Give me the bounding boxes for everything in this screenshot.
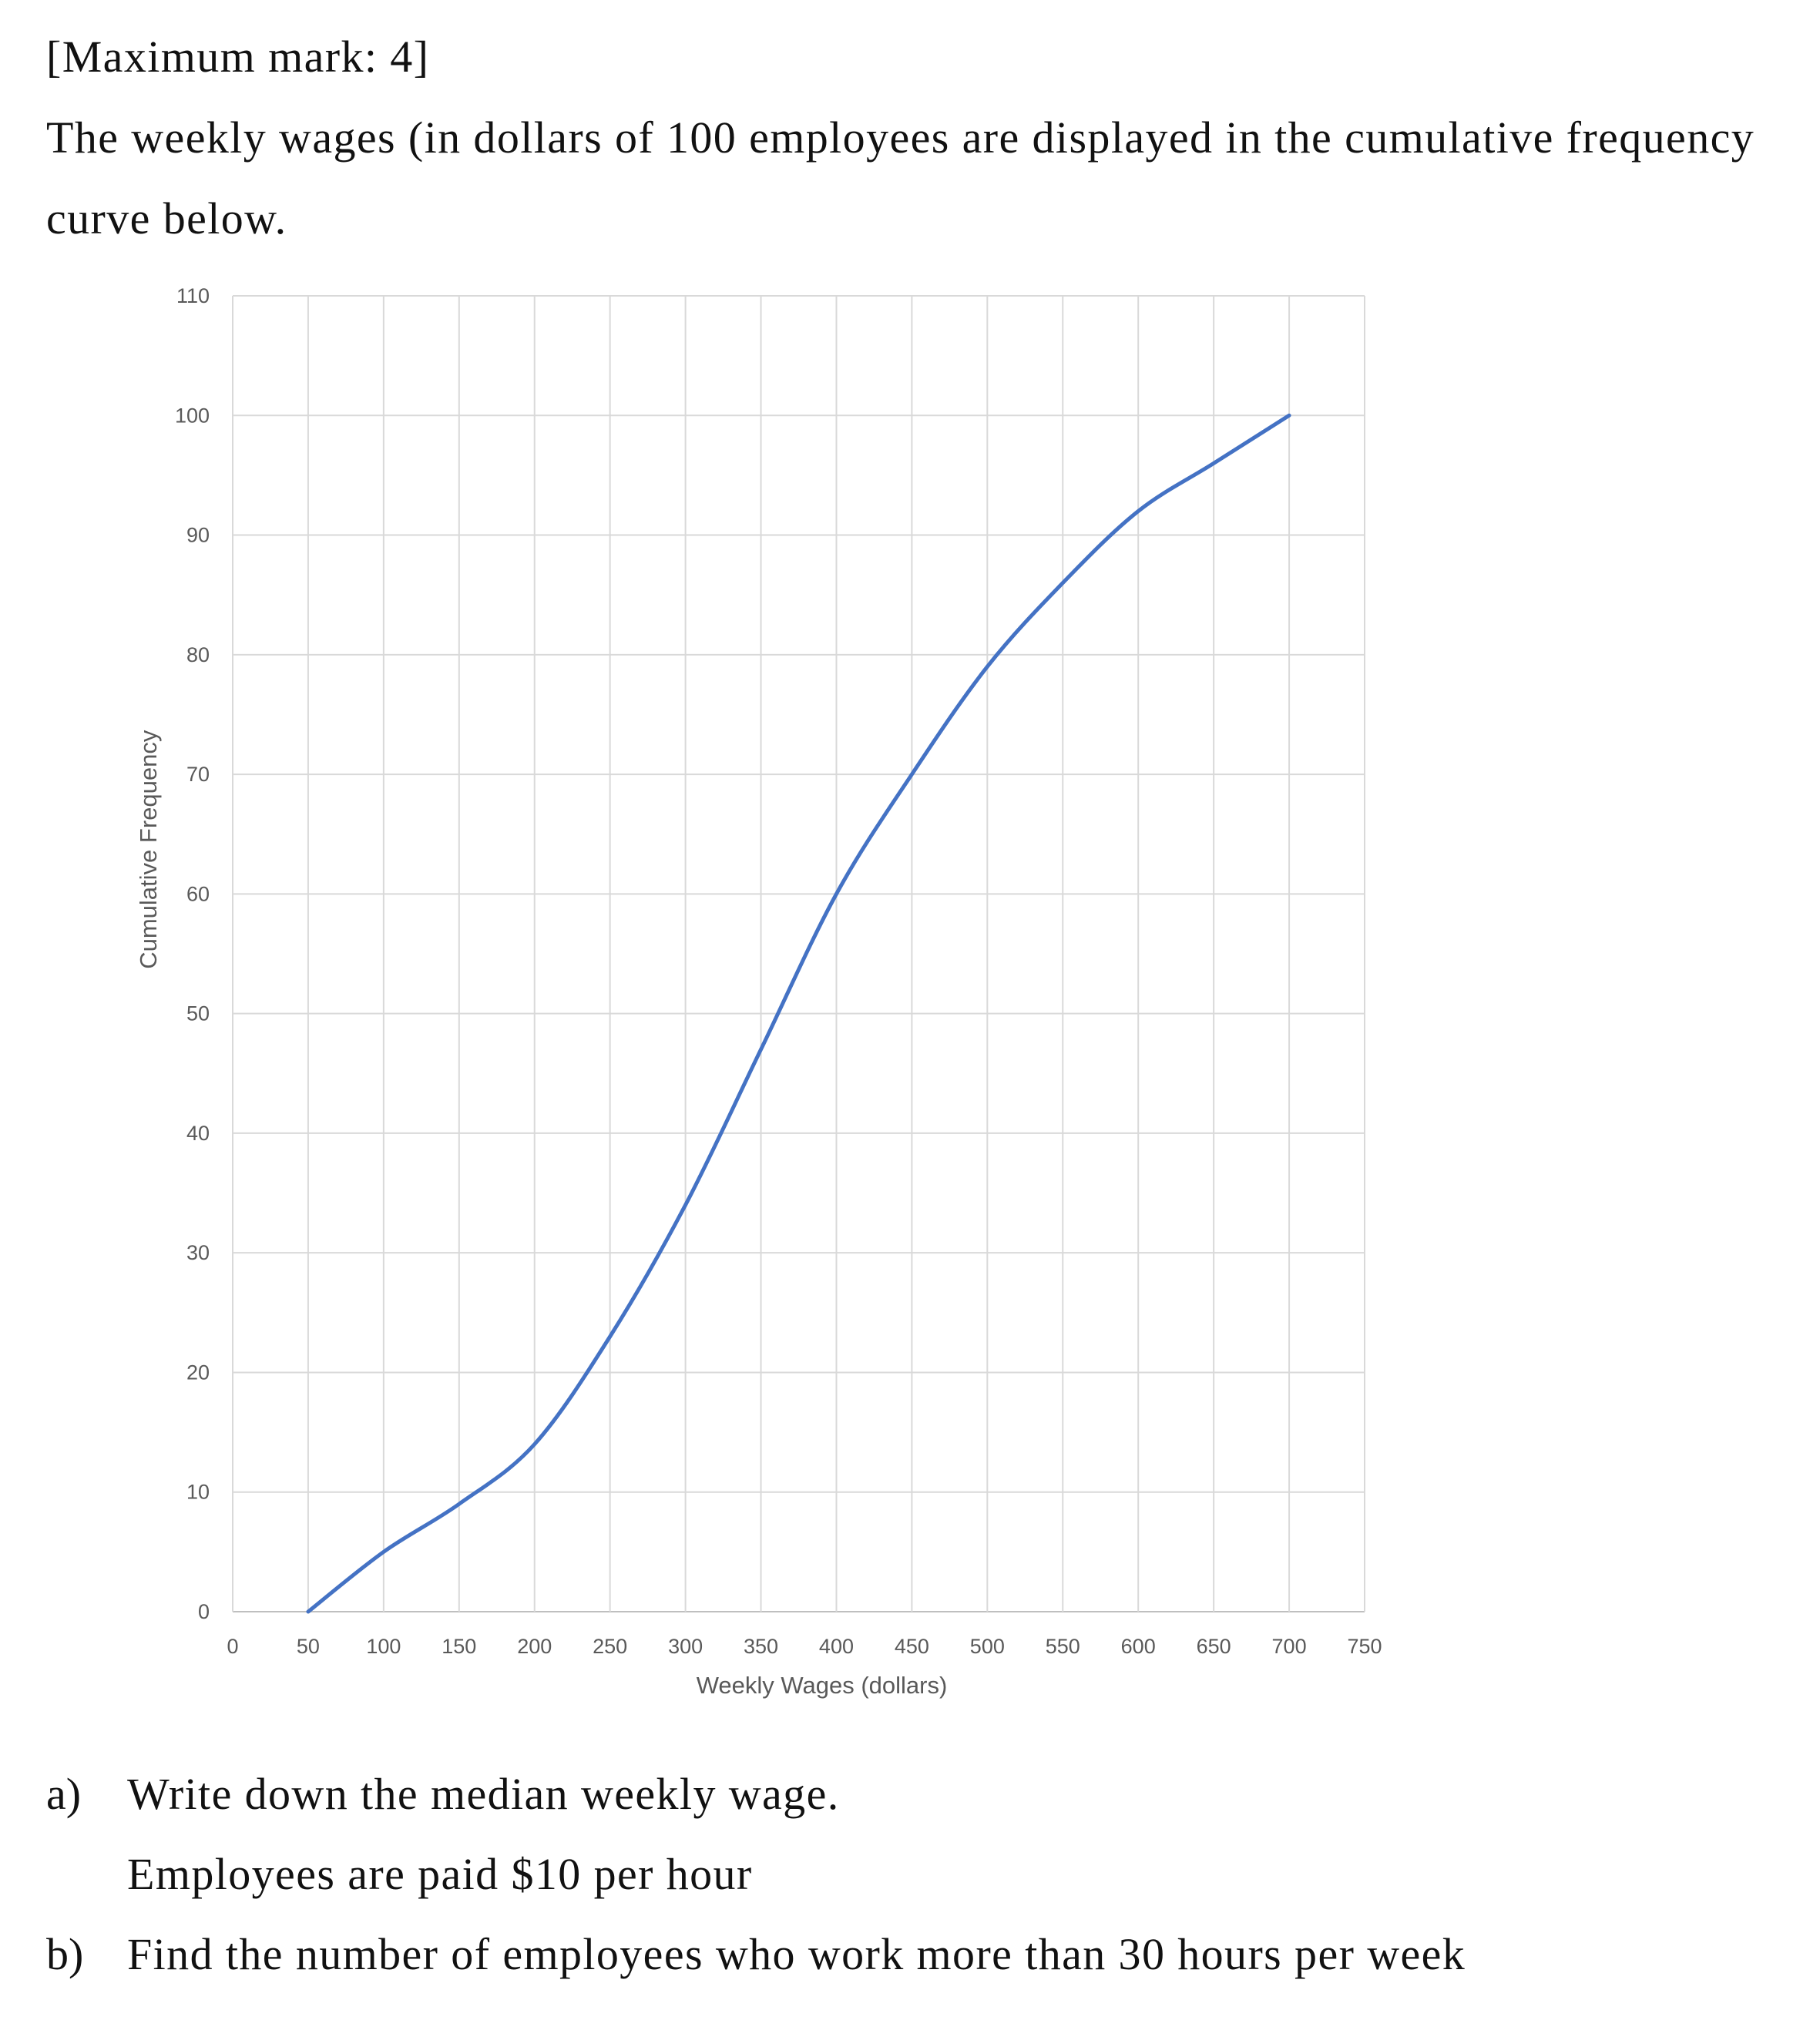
max-mark: [Maximum mark: 4] [46,32,430,82]
y-tick-label: 10 [186,1481,210,1504]
y-tick-label: 40 [186,1122,210,1145]
x-tick-label: 50 [297,1635,320,1658]
y-tick-label: 30 [186,1241,210,1264]
x-tick-label: 100 [366,1635,401,1658]
y-tick-label: 100 [175,404,210,427]
y-tick-label: 70 [186,763,210,786]
info-text: Employees are paid $10 per hour [127,1849,753,1899]
x-tick-label: 400 [819,1635,854,1658]
part-a-text: Write down the median weekly wage. [127,1769,840,1819]
x-tick-label: 200 [517,1635,552,1658]
part-b-label: b) [46,1929,84,1979]
x-tick-label: 550 [1046,1635,1080,1658]
x-tick-label: 700 [1272,1635,1307,1658]
y-tick-label: 110 [176,284,210,307]
cumulative-frequency-curve [306,413,1291,1614]
part-a-label: a) [46,1769,82,1819]
x-tick-label: 600 [1121,1635,1156,1658]
y-tick-label: 0 [198,1600,210,1623]
part-b-text: Find the number of employees who work mo… [127,1929,1466,1979]
y-tick-label: 50 [186,1002,210,1025]
x-tick-label: 0 [227,1635,238,1658]
y-axis-title: Cumulative Frequency [135,730,162,969]
y-tick-label: 90 [186,524,210,547]
intro-line-1: The weekly wages (in dollars of 100 empl… [46,112,1755,163]
x-tick-label: 150 [442,1635,476,1658]
x-tick-label: 350 [744,1635,778,1658]
y-tick-label: 60 [186,882,210,905]
y-tick-label: 20 [186,1361,210,1384]
x-tick-label: 250 [593,1635,627,1658]
x-axis-title: Weekly Wages (dollars) [697,1672,948,1699]
y-tick-label: 80 [186,643,210,666]
x-tick-label: 450 [895,1635,929,1658]
x-tick-label: 300 [668,1635,703,1658]
x-tick-label: 650 [1197,1635,1231,1658]
intro-line-2: curve below. [46,193,287,243]
x-tick-label: 500 [970,1635,1005,1658]
x-tick-label: 750 [1347,1635,1382,1658]
